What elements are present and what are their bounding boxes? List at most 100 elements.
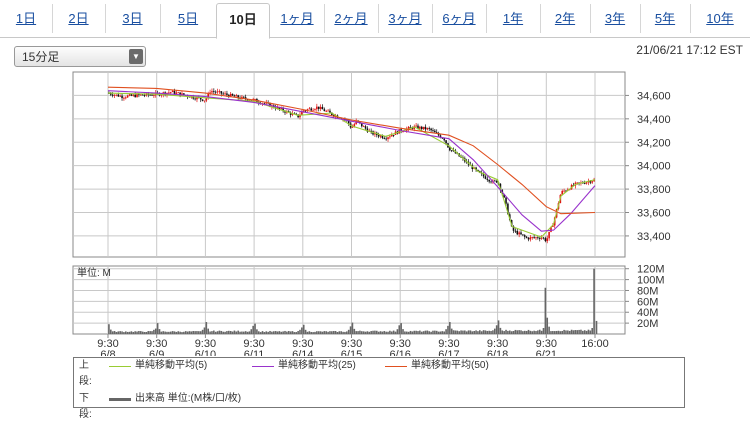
candle-body [183, 93, 185, 95]
volume-bar [269, 330, 271, 334]
volume-bar [226, 331, 228, 334]
volume-bar [505, 329, 507, 334]
volume-bar [145, 331, 148, 334]
candle-body [351, 126, 354, 128]
volume-bar [205, 322, 208, 334]
tab-3日[interactable]: 3日 [105, 4, 161, 33]
candle-body [149, 94, 151, 96]
candle-body [111, 94, 114, 96]
candle-body [213, 91, 215, 92]
candle-body [385, 138, 387, 140]
volume-bar [364, 331, 367, 334]
volume-bar [375, 330, 378, 334]
volume-bar [312, 332, 314, 334]
candle-body [449, 147, 451, 151]
volume-bar [366, 331, 369, 334]
volume-bar [392, 330, 395, 334]
volume-bar [413, 330, 416, 334]
tab-1日[interactable]: 1日 [0, 4, 53, 33]
volume-bar [492, 330, 494, 334]
volume-bar [424, 330, 427, 334]
sma-25-line [107, 90, 596, 232]
candle-body [244, 97, 247, 100]
price-tick-label: 34,400 [637, 114, 671, 126]
volume-bar [585, 330, 588, 334]
volume-bar [295, 332, 298, 334]
volume-bar [186, 331, 189, 334]
candle-body [379, 135, 382, 137]
volume-bar [310, 331, 313, 334]
tab-10年[interactable]: 10年 [706, 11, 734, 26]
volume-bar [282, 331, 284, 334]
volume-bar [488, 330, 490, 334]
candle-body [362, 126, 365, 128]
volume-bar [111, 331, 114, 334]
volume-bar [377, 331, 380, 334]
volume-bar [400, 323, 402, 334]
candle-body [222, 93, 224, 95]
volume-bar [331, 331, 333, 334]
volume-tick-label: 60M [637, 296, 658, 308]
candle-body [520, 232, 522, 235]
tab-2ヶ月[interactable]: 2ヶ月 [324, 4, 379, 33]
tab-1年[interactable]: 1年 [486, 4, 541, 33]
volume-bar [175, 331, 178, 334]
dropdown-arrow-icon[interactable]: ▼ [129, 49, 143, 64]
tab-10日[interactable]: 10日 [216, 3, 270, 39]
candle-body [121, 95, 123, 99]
volume-bar [435, 330, 438, 334]
volume-bar [184, 331, 187, 334]
candle-body [344, 118, 346, 120]
tab-2日[interactable]: 2日 [52, 4, 106, 33]
volume-tick-label: 120M [637, 264, 665, 276]
volume-bar [317, 331, 320, 334]
volume-bar [428, 331, 431, 334]
tab-1ヶ月[interactable]: 1ヶ月 [270, 4, 325, 33]
tab-3年[interactable]: 3年 [590, 4, 641, 33]
tab-5年[interactable]: 5年 [640, 4, 691, 33]
volume-bar [422, 331, 425, 334]
volume-bar [465, 331, 468, 334]
volume-bar [522, 331, 524, 334]
candle-body [177, 92, 180, 94]
volume-bar [256, 329, 258, 334]
volume-bar [407, 331, 410, 334]
volume-bar [570, 329, 573, 334]
tab-5日[interactable]: 5日 [177, 11, 199, 26]
x-tick-date: 6/17 [438, 349, 459, 356]
candle-body [546, 238, 549, 242]
tab-2年[interactable]: 2年 [540, 4, 591, 33]
tab-6ヶ月[interactable]: 6ヶ月 [432, 4, 487, 33]
volume-bar [141, 331, 144, 334]
candle-body [550, 226, 552, 232]
candle-body [552, 225, 554, 227]
volume-bar [437, 331, 440, 334]
volume-bar [493, 328, 496, 334]
candle-body [439, 135, 442, 138]
volume-bar [477, 331, 479, 334]
volume-bar [456, 330, 459, 334]
volume-bar [462, 330, 464, 334]
volume-bar [415, 330, 417, 334]
interval-select[interactable]: 15分足 ▼ [14, 46, 146, 67]
volume-bar [349, 326, 352, 334]
price-tick-label: 34,600 [637, 90, 671, 102]
volume-bar [190, 331, 193, 334]
volume-bar [231, 331, 234, 334]
volume-bar [355, 331, 357, 334]
candle-body [548, 231, 550, 239]
candle-body [407, 126, 410, 129]
x-tick-date: 6/14 [292, 349, 313, 356]
volume-bar [263, 332, 266, 334]
volume-bar [248, 331, 251, 334]
candle-body [141, 94, 144, 96]
candle-body [314, 109, 316, 110]
x-tick-time: 16:00 [581, 338, 609, 350]
tab-3ヶ月[interactable]: 3ヶ月 [378, 4, 433, 33]
candle-body [143, 95, 146, 97]
candle-body [445, 140, 447, 144]
volume-bar [379, 331, 382, 334]
candle-body [507, 203, 509, 215]
volume-bar [218, 330, 221, 334]
volume-bar [276, 331, 279, 334]
